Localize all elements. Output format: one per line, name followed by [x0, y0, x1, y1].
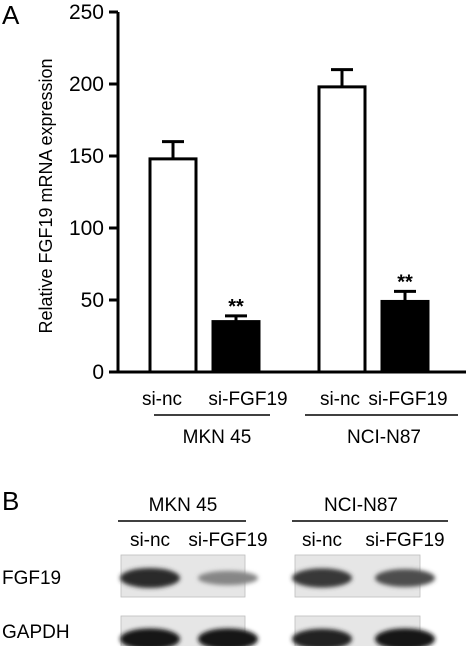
- y-tick-label: 150: [69, 145, 104, 168]
- blot-group-label: NCI-N87: [324, 495, 398, 516]
- significance-label: **: [397, 271, 413, 293]
- y-tick-label: 250: [69, 1, 104, 24]
- group-label: NCI-N87: [347, 427, 421, 448]
- western-blot: MKN 45 si-nc si-FGF19 NCI-N87 si-nc si-FGF19 F…: [2, 495, 448, 646]
- y-tick-label: 100: [69, 217, 104, 240]
- category-label: si-nc: [142, 389, 182, 410]
- y-tick-label: 200: [69, 73, 104, 96]
- blot-band: [198, 628, 258, 646]
- blot-band: [375, 628, 435, 646]
- panel-b-letter: B: [2, 486, 19, 516]
- blot-band: [198, 570, 258, 586]
- blot-lane-label: si-nc: [302, 530, 342, 551]
- significance-label: **: [228, 296, 244, 318]
- category-label: si-FGF19: [368, 389, 447, 410]
- blot-group-label: MKN 45: [149, 495, 218, 516]
- y-tick-label: 50: [81, 289, 104, 312]
- blot-row-label: FGF19: [2, 568, 61, 589]
- y-tick-label: 0: [92, 361, 104, 384]
- group-label: MKN 45: [183, 427, 252, 448]
- blot-lane-label: si-nc: [130, 530, 170, 551]
- blot-band: [375, 569, 435, 587]
- bar: [380, 299, 430, 374]
- blot-row-label: GAPDH: [2, 622, 70, 643]
- blot-band: [120, 568, 180, 588]
- blot-band: [292, 628, 352, 646]
- bar: [317, 85, 367, 374]
- bar: [211, 320, 261, 374]
- blot-lane-label: si-FGF19: [365, 530, 444, 551]
- y-axis-label: Relative FGF19 mRNA expression: [36, 58, 56, 333]
- blot-lane-label: si-FGF19: [188, 530, 267, 551]
- panel-a-letter: A: [2, 0, 20, 30]
- category-label: si-nc: [320, 389, 360, 410]
- blot-band: [292, 568, 352, 588]
- category-label: si-FGF19: [208, 389, 287, 410]
- bar: [148, 157, 198, 374]
- blot-band: [120, 628, 180, 646]
